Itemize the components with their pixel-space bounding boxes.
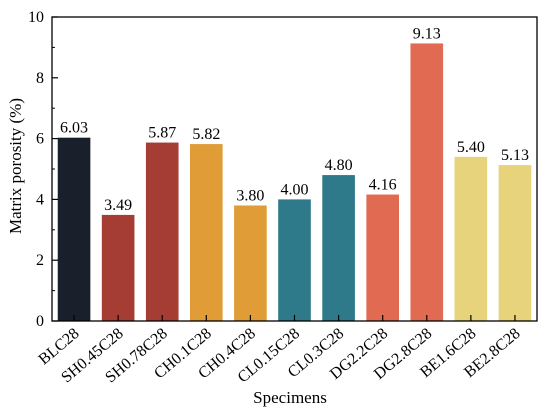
bar-value-label-BLC28: 6.03 xyxy=(60,120,88,137)
bar-CL0.15C28 xyxy=(278,199,311,321)
bar-SH0.45C28 xyxy=(101,214,135,321)
bar-value-label-CL0.3C28: 4.80 xyxy=(325,157,353,174)
bar-value-label-DG2.8C28: 9.13 xyxy=(413,25,441,42)
bar-DG2.8C28 xyxy=(410,43,444,321)
y-tick-label-4: 4 xyxy=(36,191,44,208)
bars-group xyxy=(57,43,532,321)
bar-value-label-CL0.15C28: 4.00 xyxy=(281,181,309,198)
bar-BE1.6C28 xyxy=(454,156,488,321)
bar-labels-group: 6.03 3.49 5.87 5.82 3.80 4.00 4.80 4.16 9.13 5.40… xyxy=(60,25,529,213)
bar-value-label-CH0.4C28: 3.80 xyxy=(236,187,264,204)
y-tick-label-10: 10 xyxy=(28,9,44,26)
bar-DG2.2C28 xyxy=(366,194,399,321)
bar-BLC28 xyxy=(57,137,91,321)
y-axis-title: Matrix porosity (%) xyxy=(6,98,25,234)
x-axis-title: Specimens xyxy=(253,388,327,407)
bar-value-label-SH0.78C28: 5.87 xyxy=(148,125,176,142)
bar-value-label-SH0.45C28: 3.49 xyxy=(104,197,132,214)
bar-CH0.1C28 xyxy=(190,144,223,321)
bar-CL0.3C28 xyxy=(322,175,355,321)
y-tick-label-2: 2 xyxy=(36,252,44,269)
bar-BE2.8C28 xyxy=(498,165,532,321)
bar-CH0.4C28 xyxy=(234,205,267,321)
y-tick-label-8: 8 xyxy=(36,70,44,87)
y-tick-label-6: 6 xyxy=(36,131,44,148)
bar-value-label-BE1.6C28: 5.40 xyxy=(457,139,485,156)
bar-value-label-CH0.1C28: 5.82 xyxy=(192,126,220,143)
bar-value-label-BE2.8C28: 5.13 xyxy=(501,147,529,164)
bar-value-label-DG2.2C28: 4.16 xyxy=(369,177,397,194)
y-tick-label-0: 0 xyxy=(36,313,44,330)
bar-SH0.78C28 xyxy=(145,142,179,321)
